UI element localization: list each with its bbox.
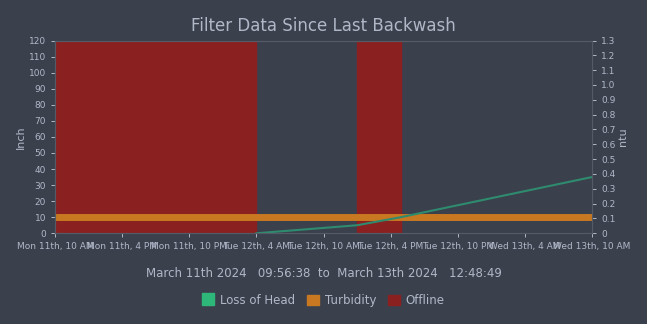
- Text: March 11th 2024   09:56:38  to  March 13th 2024   12:48:49: March 11th 2024 09:56:38 to March 13th 2…: [146, 267, 501, 280]
- Bar: [357, 40, 400, 233]
- Y-axis label: ntu: ntu: [618, 128, 628, 146]
- Y-axis label: Inch: Inch: [16, 125, 26, 149]
- Title: Filter Data Since Last Backwash: Filter Data Since Last Backwash: [191, 17, 456, 35]
- Legend: Loss of Head, Turbidity, Offline: Loss of Head, Turbidity, Offline: [197, 289, 450, 312]
- Bar: [55, 40, 256, 233]
